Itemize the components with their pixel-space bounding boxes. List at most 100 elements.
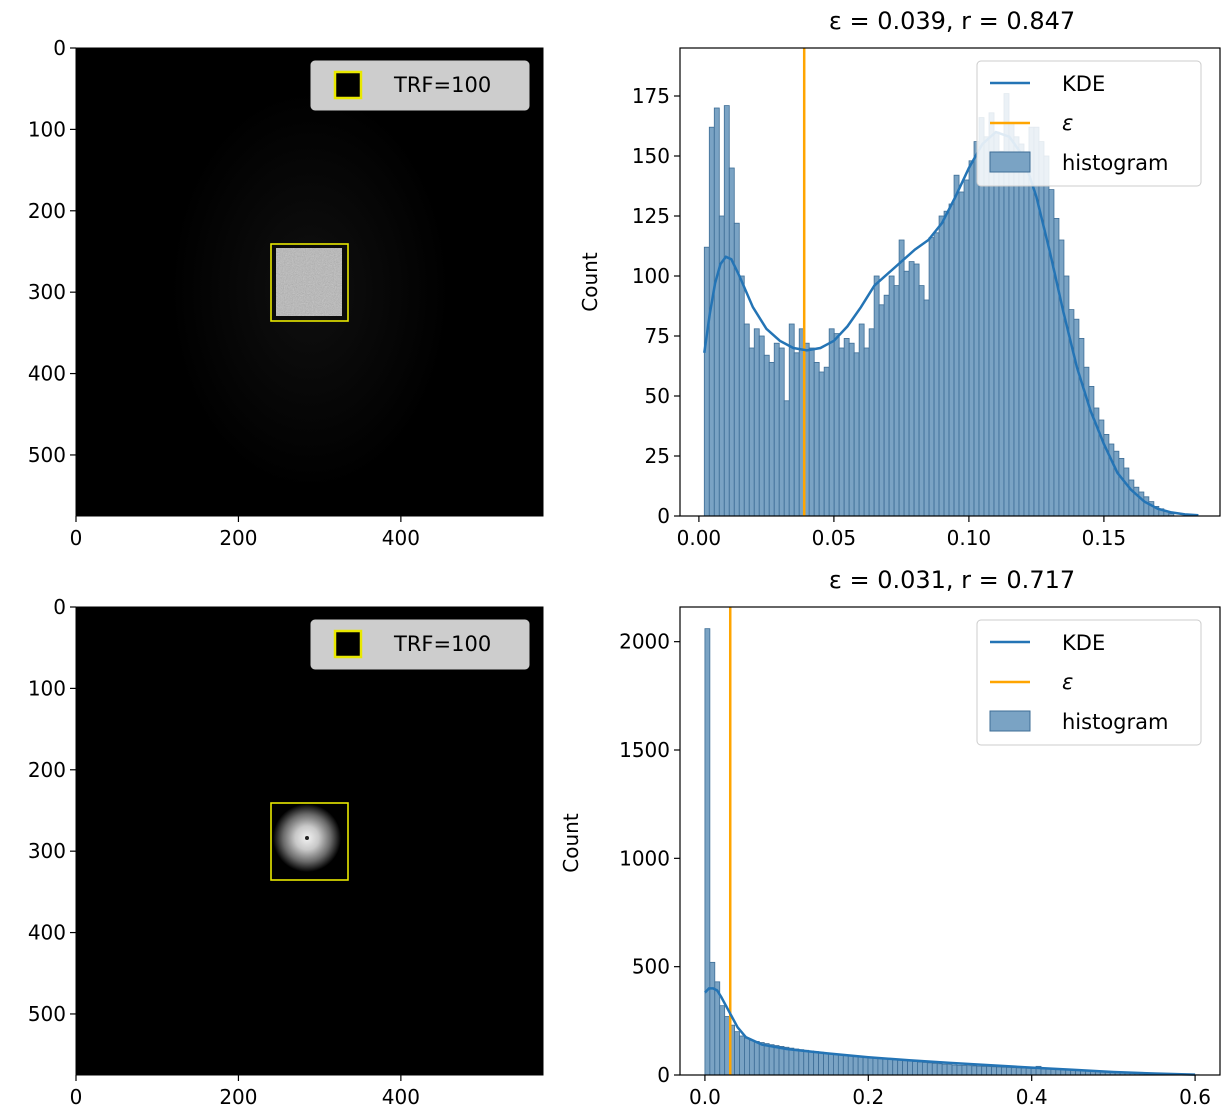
histogram-bar — [828, 328, 835, 517]
y-tick-label: 0 — [53, 595, 66, 619]
histogram-bar — [788, 1047, 795, 1076]
image-legend: TRF=100 — [310, 619, 530, 670]
histogram-bar — [763, 1043, 770, 1076]
y-tick-label: 125 — [632, 204, 670, 228]
histogram-bar — [808, 347, 815, 517]
histogram-bar — [882, 1058, 889, 1076]
histogram-bar — [926, 1062, 933, 1076]
y-ticks: 0 25 50 75 100 125 150 175 — [632, 84, 680, 528]
histogram-bar — [893, 285, 900, 517]
histogram-bar — [818, 371, 825, 517]
y-tick-label: 75 — [645, 324, 670, 348]
panel-bottom-right: ε = 0.031, r = 0.717 Count 0.0 0.2 0.4 0.6 … — [559, 566, 1221, 1109]
histogram-bar — [983, 136, 990, 517]
y-tick-label: 500 — [28, 1002, 66, 1026]
bars — [703, 93, 1175, 517]
histogram-bar — [713, 107, 720, 517]
histogram-bar — [1055, 1069, 1062, 1076]
histogram-bar — [918, 285, 925, 517]
histogram-bar — [898, 239, 905, 517]
histogram-bar — [1018, 143, 1025, 517]
histogram-bar — [778, 1046, 785, 1076]
panel-bottom-left: TRF=100 0 200 400 0 100 200 300 400 500 — [28, 595, 544, 1109]
x-ticks: 0.0 0.2 0.4 0.6 — [689, 1075, 1211, 1109]
histogram-bar — [723, 105, 730, 517]
legend: KDE ε histogram — [976, 60, 1202, 187]
histogram-bar — [793, 1048, 800, 1076]
histogram-bar — [748, 1039, 755, 1076]
chart-title: ε = 0.031, r = 0.717 — [829, 566, 1075, 594]
histogram-bar — [1123, 467, 1130, 517]
y-tick-label: 25 — [645, 444, 670, 468]
histogram-bar — [902, 1060, 908, 1076]
histogram-bar — [1043, 155, 1050, 517]
y-tick-label: 100 — [28, 117, 66, 141]
histogram-bar — [913, 263, 920, 517]
histogram-bar — [744, 1037, 750, 1076]
y-tick-label: 0 — [53, 36, 66, 60]
disc-center-dot — [305, 836, 309, 840]
y-tick-label: 1500 — [619, 738, 670, 762]
y-ticks: 0 500 1000 1500 2000 — [619, 630, 680, 1087]
histogram-bar — [1025, 1067, 1032, 1076]
y-axis-title: Count — [559, 813, 583, 873]
histogram-bar — [943, 210, 950, 517]
histogram-bar — [1015, 1067, 1022, 1076]
y-tick-label: 100 — [28, 676, 66, 700]
legend-frame — [310, 60, 530, 111]
legend-roi-swatch — [333, 70, 363, 100]
histogram-bar — [958, 191, 965, 517]
histogram-bar — [1058, 239, 1065, 517]
histogram-bar — [887, 1059, 894, 1076]
histogram-bar — [917, 1061, 923, 1076]
histogram-bar — [923, 299, 930, 517]
x-tick-label: 0 — [70, 1085, 83, 1109]
x-tick-label: 0.00 — [677, 526, 722, 550]
histogram-bar — [966, 1065, 973, 1076]
x-ticks: 0 200 400 — [70, 516, 420, 550]
histogram-bar — [828, 1053, 834, 1076]
histogram-bar — [1053, 217, 1060, 517]
histogram-bar — [739, 1035, 745, 1076]
histogram-bar — [823, 366, 830, 517]
histogram-bar — [838, 347, 845, 517]
legend-epsilon-label: ε — [1062, 670, 1073, 694]
histogram-bar — [708, 126, 715, 517]
bright-square-speckle — [276, 248, 342, 316]
histogram-bar — [778, 347, 785, 517]
histogram-bar — [1001, 1066, 1007, 1076]
histogram-bar — [986, 1066, 992, 1076]
y-tick-label: 50 — [645, 384, 670, 408]
histogram-bar — [1118, 457, 1125, 517]
histogram-bar — [868, 328, 875, 517]
histogram-bar — [1030, 1068, 1037, 1076]
histogram-bar — [847, 1055, 854, 1076]
histogram-bar — [976, 1065, 983, 1076]
histogram-bar — [1073, 318, 1080, 517]
legend-frame — [310, 619, 530, 670]
histogram-bar — [953, 174, 960, 517]
histogram-bar — [951, 1064, 958, 1076]
histogram-bar — [998, 150, 1005, 517]
y-tick-label: 500 — [28, 443, 66, 467]
x-tick-label: 0.0 — [689, 1085, 721, 1109]
histogram-bar — [931, 1062, 938, 1076]
histogram-bar — [768, 361, 775, 517]
histogram-bar — [773, 342, 780, 517]
histogram-bar — [738, 275, 745, 517]
histogram-bar — [862, 1056, 869, 1076]
histogram-bar — [743, 323, 750, 517]
histogram-bar — [1050, 1068, 1057, 1076]
histogram-bar — [883, 294, 890, 517]
histogram-bar — [908, 261, 915, 517]
histogram-bar — [813, 1051, 819, 1076]
histogram-bar — [1013, 136, 1020, 517]
y-tick-label: 175 — [632, 84, 670, 108]
histogram-bar — [753, 1041, 760, 1076]
y-axis-title: Count — [578, 252, 602, 312]
histogram-bar — [936, 1063, 943, 1076]
legend-frame — [976, 60, 1202, 187]
histogram-bar — [1048, 189, 1055, 517]
histogram-bar — [833, 1053, 839, 1076]
legend-label: TRF=100 — [393, 632, 491, 656]
